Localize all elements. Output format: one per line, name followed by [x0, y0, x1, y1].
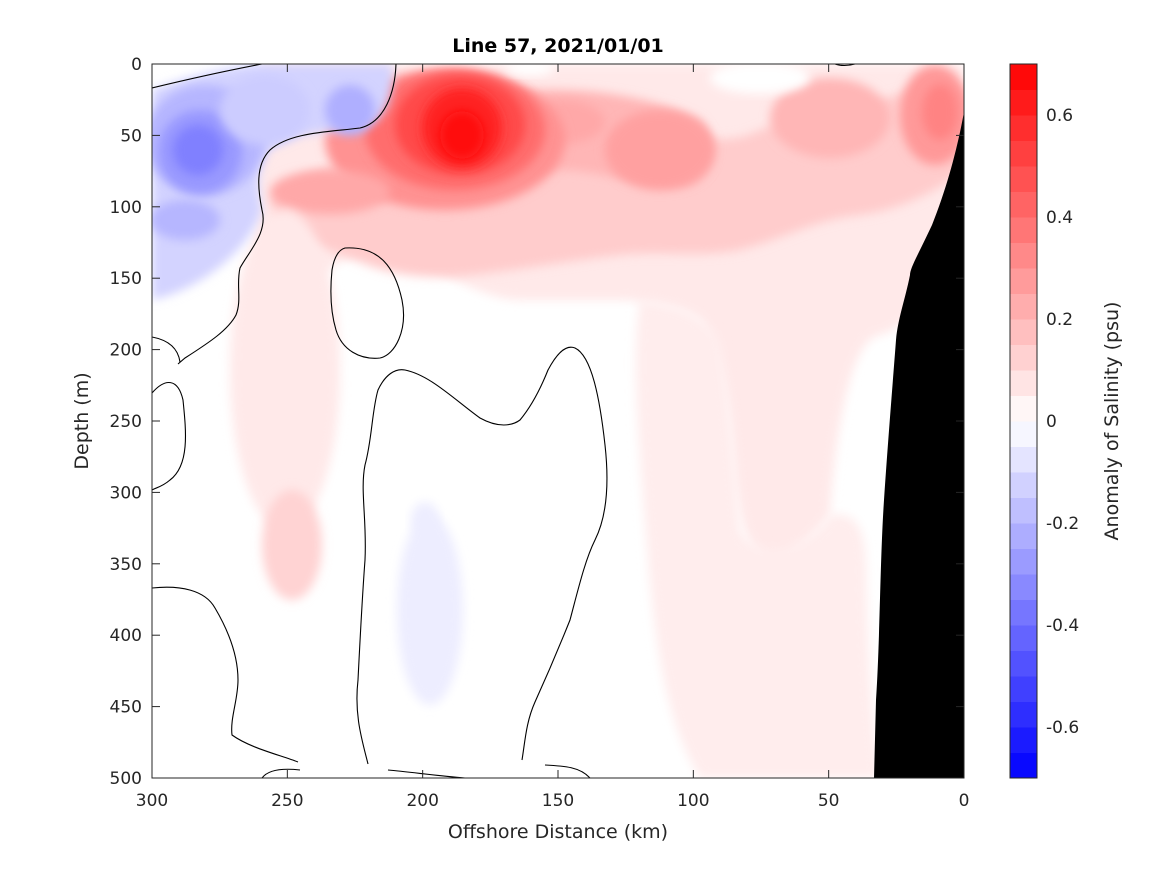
y-tick-label: 500 [110, 769, 142, 789]
colorbar-tick-label: 0.2 [1046, 310, 1073, 330]
y-axis: 0 50 100 150 200 250 300 350 400 450 500 [110, 55, 964, 789]
colorbar-band [1010, 140, 1037, 167]
zero-contour-bottom-b [387, 769, 466, 778]
colorbar-band [1010, 497, 1037, 524]
field-patch [397, 515, 463, 705]
colorbar-tick-label: 0.4 [1046, 208, 1073, 228]
field-patch [440, 111, 484, 159]
zero-contour-lines [152, 64, 856, 778]
zero-contour-island [330, 247, 404, 359]
colorbar-band [1010, 625, 1037, 651]
field-patch [922, 84, 958, 140]
colorbar-band [1010, 574, 1037, 600]
field-patch [262, 490, 322, 600]
x-axis-label: Offshore Distance (km) [448, 821, 668, 843]
x-tick-label: 250 [271, 791, 303, 811]
colorbar-tick-label: -0.2 [1046, 514, 1079, 534]
colorbar: 0.6 0.4 0.2 0 -0.2 -0.4 -0.6 [1009, 63, 1079, 779]
zero-contour-mid [356, 346, 608, 765]
field-patch [710, 64, 810, 94]
colorbar-band [1010, 548, 1037, 575]
colorbar-tick-label: -0.6 [1046, 718, 1079, 738]
colorbar-band [1010, 676, 1037, 702]
field-patch [152, 200, 220, 240]
chart-title: Line 57, 2021/01/01 [452, 35, 664, 57]
y-tick-label: 200 [110, 341, 142, 361]
colorbar-band [1010, 64, 1037, 90]
colorbar-band [1010, 395, 1037, 422]
colorbar-band [1010, 242, 1037, 269]
x-axis: 300 250 200 150 100 50 0 [136, 64, 970, 811]
zero-contour-bottom-c [544, 764, 591, 778]
field-patch [220, 75, 310, 145]
zero-contour-left-a [152, 336, 181, 363]
x-tick-label: 0 [959, 791, 970, 811]
zero-contour-left-b [152, 382, 187, 491]
y-tick-label: 150 [110, 269, 142, 289]
x-tick-label: 100 [677, 791, 709, 811]
x-tick-label: 150 [542, 791, 574, 811]
plot-area: 300 250 200 150 100 50 0 050100150200250300350… [110, 55, 970, 811]
y-tick-label: 300 [110, 483, 142, 503]
y-axis-label: Depth (m) [71, 372, 93, 469]
field-patch [605, 110, 715, 190]
colorbar-band [1010, 727, 1037, 753]
colorbar-band [1010, 191, 1037, 218]
colorbar-band [1010, 650, 1037, 677]
y-tick-label: 50 [120, 126, 142, 146]
y-tick-label: 400 [110, 626, 142, 646]
colorbar-band [1010, 599, 1037, 626]
colorbar-band [1010, 344, 1037, 371]
field-patch [325, 85, 375, 135]
colorbar-band [1010, 421, 1037, 447]
colorbar-ticks: 0.6 0.4 0.2 0 -0.2 -0.4 -0.6 [1046, 106, 1079, 738]
field-patch [270, 170, 390, 214]
colorbar-bands [1010, 63, 1037, 779]
y-tick-label: 450 [110, 698, 142, 718]
x-tick-label: 200 [406, 791, 438, 811]
zero-contour-bottom-a [261, 768, 301, 778]
colorbar-band [1010, 701, 1037, 728]
salinity-anomaly-field [152, 64, 964, 778]
field-patch [173, 125, 223, 175]
colorbar-border [1009, 63, 1038, 779]
field-patch [411, 502, 439, 538]
colorbar-tick-label: 0 [1046, 412, 1057, 432]
field-patch [635, 300, 880, 778]
colorbar-label: Anomaly of Salinity (psu) [1101, 302, 1123, 541]
x-tick-label: 300 [136, 791, 168, 811]
y-tick-label: 0 [131, 55, 142, 75]
colorbar-tick-label: -0.4 [1046, 616, 1079, 636]
field-patch [770, 78, 890, 158]
field-patch [506, 64, 554, 76]
topography-mask [874, 112, 964, 778]
colorbar-band [1010, 166, 1037, 192]
colorbar-band [1010, 217, 1037, 243]
y-tick-label: 250 [110, 412, 142, 432]
colorbar-band [1010, 752, 1037, 779]
colorbar-band [1010, 115, 1037, 141]
colorbar-band [1010, 472, 1037, 498]
y-tick-label: 350 [110, 555, 142, 575]
colorbar-band [1010, 370, 1037, 396]
field-patch [230, 210, 340, 530]
colorbar-tick-label: 0.6 [1046, 106, 1073, 126]
colorbar-band [1010, 89, 1037, 116]
zero-contour-upper [152, 64, 263, 89]
x-tick-label: 50 [818, 791, 840, 811]
zero-contour-main [177, 64, 397, 365]
colorbar-band [1010, 446, 1037, 473]
colorbar-band [1010, 319, 1037, 345]
colorbar-band [1010, 293, 1037, 320]
y-tick-label: 100 [110, 198, 142, 218]
colorbar-band [1010, 523, 1037, 549]
colorbar-band [1010, 268, 1037, 294]
zero-contour-lower-left [152, 586, 299, 763]
